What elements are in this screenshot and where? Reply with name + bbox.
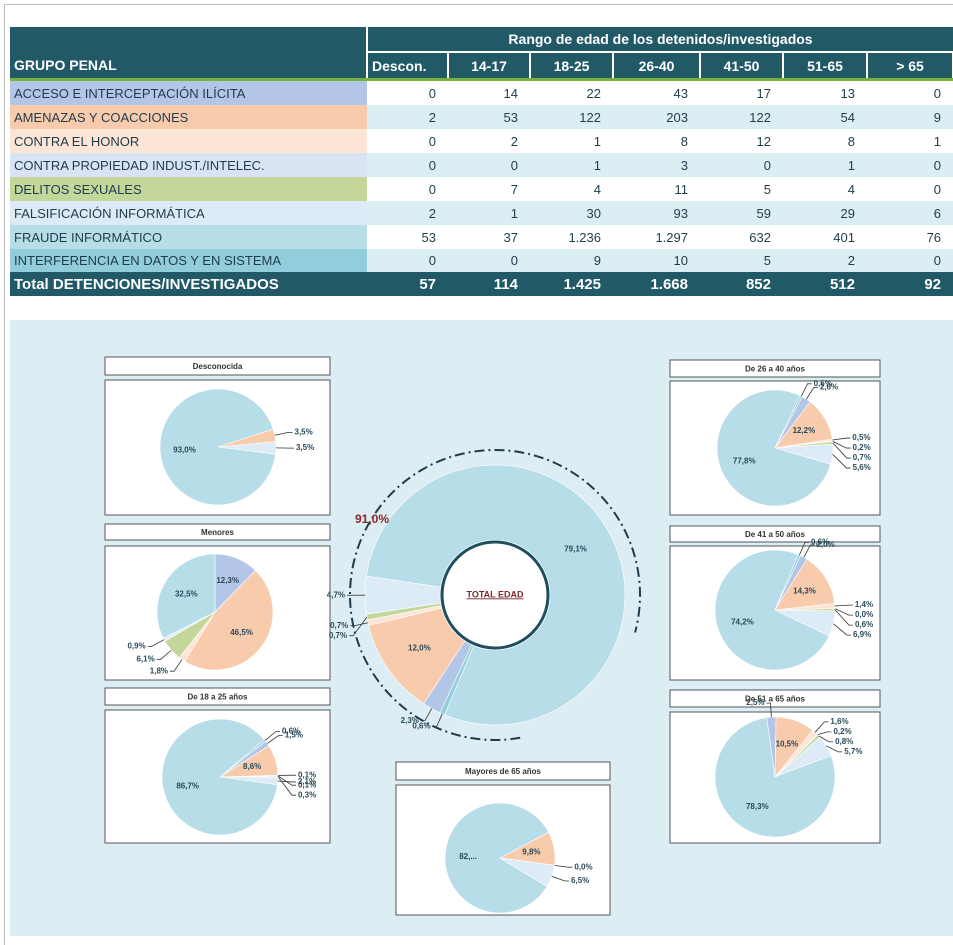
center-label: TOTAL EDAD	[466, 589, 524, 599]
chart-title: De 26 a 40 años	[745, 365, 806, 374]
data-label: 77,8%	[733, 457, 756, 466]
data-label: 0,0%	[855, 610, 873, 619]
data-label: 1,4%	[855, 600, 873, 609]
data-label: 82,...	[459, 852, 477, 861]
data-label: 9,8%	[522, 847, 540, 856]
data-label: 0,3%	[298, 790, 316, 799]
data-label: 0,2%	[853, 443, 871, 452]
data-label: 6,1%	[136, 654, 154, 663]
chart-title: De 18 a 25 años	[187, 693, 248, 702]
data-label: 93,0%	[173, 445, 196, 454]
data-label: 86,7%	[176, 782, 199, 791]
annotation: 91,0%	[355, 512, 389, 526]
chart-title: Mayores de 65 años	[465, 767, 542, 776]
data-label: 12,0%	[408, 643, 431, 652]
data-label: 0,7%	[329, 631, 347, 640]
data-label: 0,0%	[574, 862, 592, 871]
data-label: 0,5%	[852, 433, 870, 442]
data-label: 8,6%	[243, 762, 261, 771]
data-label: 12,2%	[793, 426, 816, 435]
chart-title: De 41 a 50 años	[745, 530, 806, 539]
data-label: 0,6%	[814, 379, 832, 388]
data-label: 10,5%	[776, 739, 799, 748]
chart-title: Menores	[201, 528, 234, 537]
data-label: 0,9%	[127, 641, 145, 650]
data-label: 14,3%	[793, 587, 816, 596]
data-label: 3,5%	[295, 428, 313, 437]
data-label: 5,6%	[853, 463, 871, 472]
data-label: 2,5%	[746, 698, 764, 707]
data-label: 0,8%	[835, 737, 853, 746]
data-label: 12,3%	[216, 576, 239, 585]
data-label: 1,8%	[150, 666, 168, 675]
data-label: 6,5%	[571, 876, 589, 885]
data-label: 0,2%	[833, 727, 851, 736]
data-label: 3,5%	[296, 443, 314, 452]
data-label: 0,6%	[811, 537, 829, 546]
chart-title: Desconocida	[193, 362, 243, 371]
data-label: 2,1%	[298, 777, 316, 786]
data-label: 0,7%	[330, 621, 348, 630]
data-label: 79,1%	[564, 545, 587, 554]
data-label: 46,5%	[230, 628, 253, 637]
data-label: 32,5%	[175, 590, 198, 599]
data-label: 74,2%	[731, 617, 754, 626]
data-label: 0,6%	[282, 727, 300, 736]
data-label: 1,6%	[830, 717, 848, 726]
data-label: 0,6%	[855, 620, 873, 629]
data-label: 6,9%	[853, 630, 871, 639]
data-label: 78,3%	[746, 802, 769, 811]
data-label: 4,7%	[327, 590, 345, 599]
data-label: 5,7%	[844, 747, 862, 756]
data-label: 0,7%	[853, 453, 871, 462]
